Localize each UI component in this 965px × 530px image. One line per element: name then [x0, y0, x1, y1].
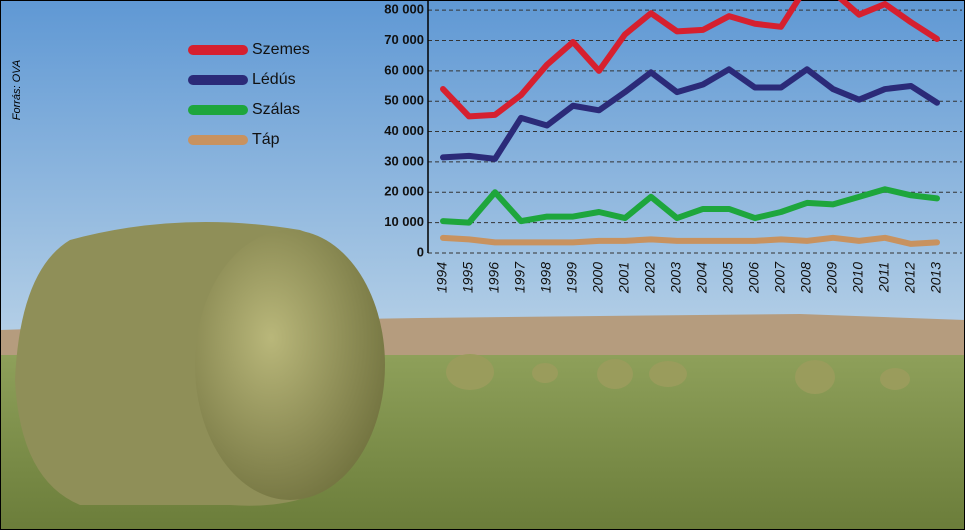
- x-tick-label: 2003: [668, 262, 684, 294]
- series-line: [440, 66, 940, 162]
- legend-label: Szálas: [252, 101, 300, 118]
- x-tick-label: 2009: [824, 262, 840, 294]
- legend-label: Táp: [252, 131, 280, 148]
- y-tick-label: 50 000: [384, 93, 424, 108]
- x-tick-label: 1996: [486, 262, 502, 293]
- legend-label: Szemes: [252, 41, 310, 58]
- y-tick-label: 40 000: [384, 123, 424, 138]
- plot-area: [440, 0, 940, 247]
- x-tick-label: 1994: [434, 262, 450, 293]
- x-tick-label: 2002: [642, 262, 658, 294]
- x-tick-label: 2010: [850, 262, 866, 294]
- x-tick-label: 2000: [590, 262, 606, 294]
- series-line: [440, 0, 940, 120]
- y-tick-label: 10 000: [384, 214, 424, 229]
- x-tick-label: 2013: [928, 262, 944, 294]
- legend-label: Lédús: [252, 71, 296, 88]
- y-tick-label: 80 000: [384, 2, 424, 17]
- y-tick-label: 20 000: [384, 184, 424, 199]
- x-tick-label: 2011: [876, 262, 892, 293]
- series-line: [440, 234, 940, 247]
- x-tick-label: 2008: [798, 262, 814, 294]
- series-line: [440, 186, 940, 226]
- y-tick-label: 60 000: [384, 62, 424, 77]
- x-tick-label: 1999: [564, 262, 580, 293]
- x-tick-label: 2006: [746, 262, 762, 294]
- x-tick-label: 2001: [616, 262, 632, 294]
- y-tick-label: 30 000: [384, 153, 424, 168]
- x-tick-label: 1998: [538, 262, 554, 293]
- x-tick-label: 1997: [512, 261, 528, 293]
- x-tick-label: 2007: [772, 261, 788, 294]
- x-tick-label: 2005: [720, 262, 736, 294]
- x-tick-label: 2004: [694, 262, 710, 294]
- y-tick-label: 0: [417, 244, 424, 259]
- source-note: Forrás: OVA: [11, 60, 23, 121]
- y-tick-label: 70 000: [384, 32, 424, 47]
- x-tick-label: 2012: [902, 262, 918, 294]
- x-tick-label: 1995: [460, 262, 476, 293]
